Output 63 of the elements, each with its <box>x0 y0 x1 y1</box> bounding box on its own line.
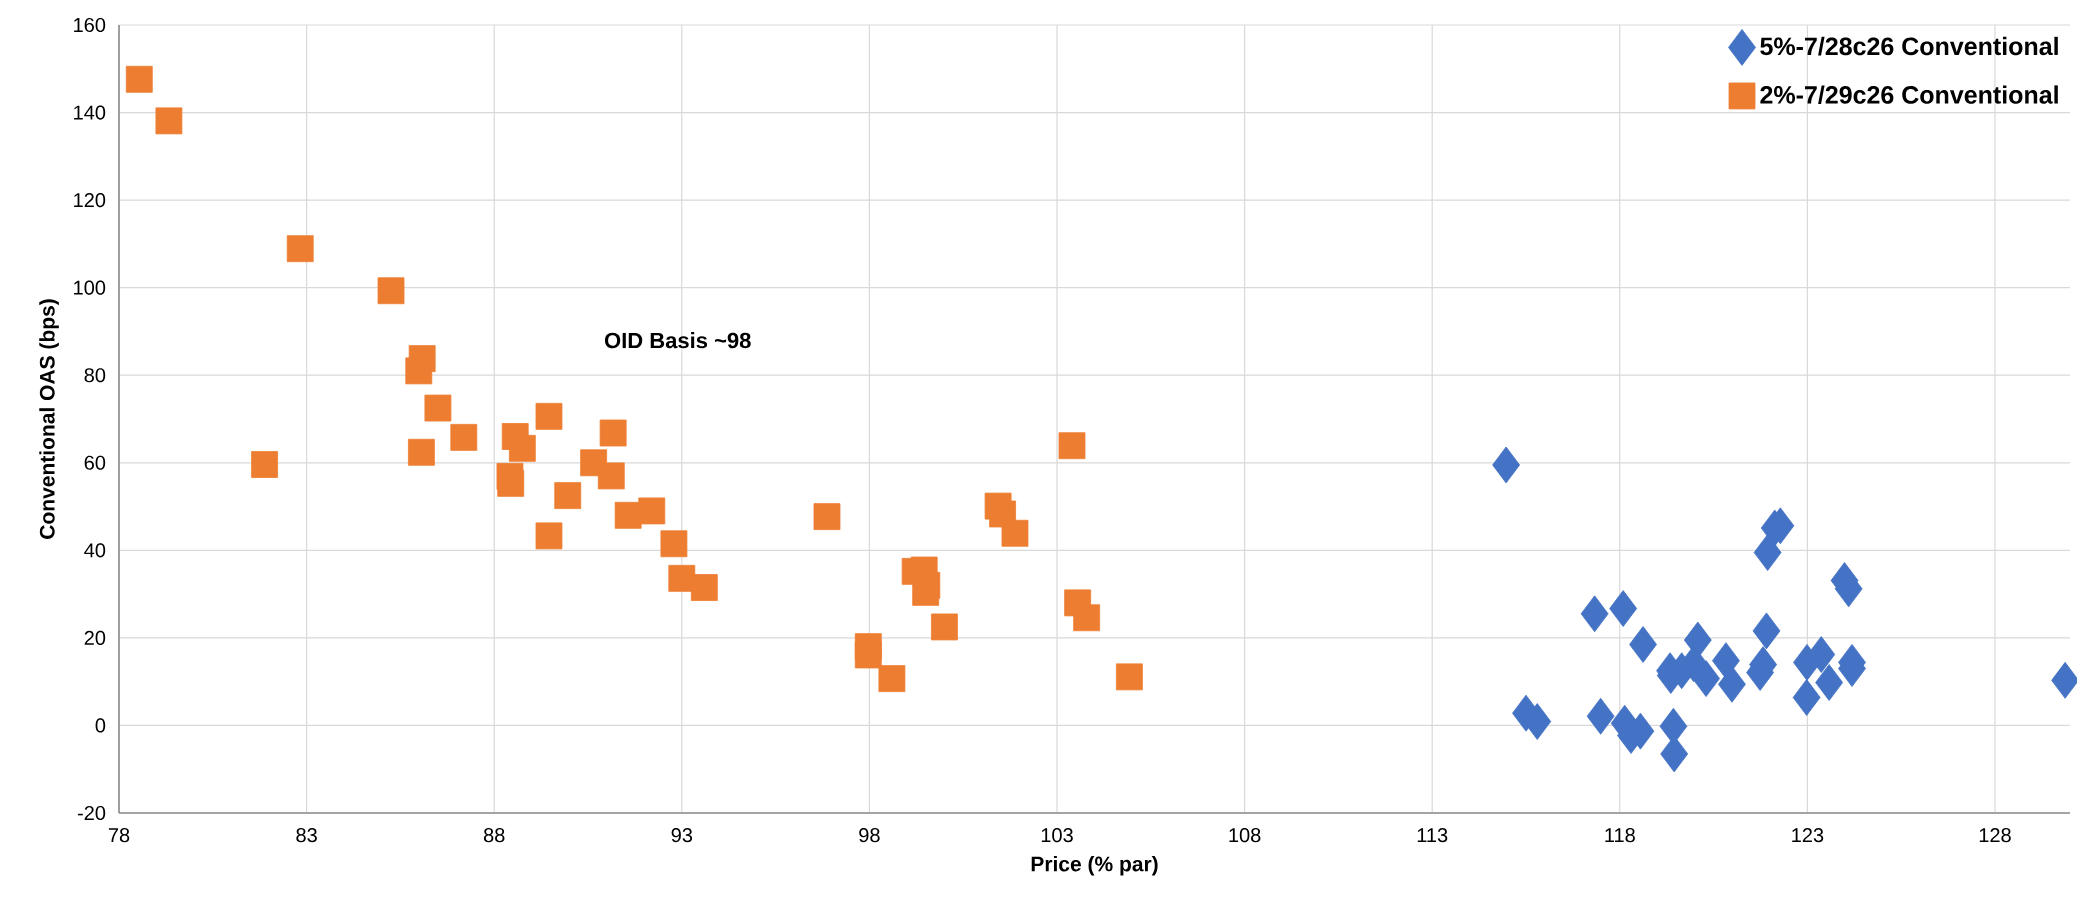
y-tick-label: 40 <box>84 543 106 558</box>
point <box>554 482 582 510</box>
point <box>878 665 906 692</box>
point <box>450 423 478 451</box>
point <box>1073 604 1101 632</box>
x-tick-label: 88 <box>483 828 505 843</box>
y-tick-label: 20 <box>84 630 106 645</box>
x-tick-label: 128 <box>1979 828 2011 843</box>
point <box>1815 664 1844 701</box>
x-axis-title: Price (% par) <box>1031 855 1158 876</box>
legend-label: 2%-7/29c26 Conventional <box>1760 85 2058 105</box>
x-tick-label: 103 <box>1041 828 1073 843</box>
x-tick-label: 123 <box>1792 828 1824 843</box>
point <box>813 503 841 531</box>
point <box>599 419 627 447</box>
x-tick-label: 118 <box>1605 828 1635 843</box>
point <box>1753 534 1782 571</box>
y-tick-label: 80 <box>84 368 106 383</box>
point <box>931 613 958 641</box>
point <box>508 434 536 462</box>
point <box>535 522 563 550</box>
x-tick-label: 113 <box>1417 828 1448 843</box>
legend-label: 5%-7/28c26 Conventional <box>1760 36 2058 56</box>
y-tick-label: 160 <box>74 17 106 33</box>
point <box>638 497 666 525</box>
point <box>1058 432 1086 460</box>
point <box>597 462 625 490</box>
point <box>1609 590 1638 627</box>
x-tick-label: 93 <box>671 828 693 843</box>
y-tick-label: 60 <box>84 455 106 470</box>
point <box>660 530 688 558</box>
point <box>155 107 183 135</box>
point <box>690 574 718 601</box>
x-tick-label: 78 <box>108 828 130 843</box>
point <box>497 469 525 497</box>
point <box>1718 665 1746 703</box>
y-tick-label: 140 <box>74 105 106 120</box>
point <box>251 451 278 478</box>
y-tick-label: 0 <box>95 718 106 733</box>
point <box>1492 446 1520 484</box>
y-axis-title: Conventional OAS (bps) <box>39 299 59 539</box>
y-tick-label: -20 <box>77 805 106 821</box>
x-tick-label: 108 <box>1229 828 1261 843</box>
point <box>125 65 153 93</box>
point <box>1116 663 1143 691</box>
point <box>377 277 405 305</box>
point <box>1629 626 1657 663</box>
point <box>1001 519 1029 547</box>
point <box>424 394 452 422</box>
point <box>535 402 563 430</box>
y-tick-label: 100 <box>74 280 106 295</box>
point <box>854 641 882 669</box>
annotation: OID Basis ~98 <box>604 332 751 349</box>
point <box>405 357 433 385</box>
y-tick-label: 120 <box>74 193 106 208</box>
point <box>1792 679 1821 716</box>
point <box>408 438 435 466</box>
point <box>286 235 314 263</box>
point <box>1752 612 1781 650</box>
x-tick-label: 98 <box>859 828 880 843</box>
point <box>1580 595 1609 633</box>
x-tick-label: 83 <box>296 828 317 843</box>
point <box>1586 697 1615 735</box>
